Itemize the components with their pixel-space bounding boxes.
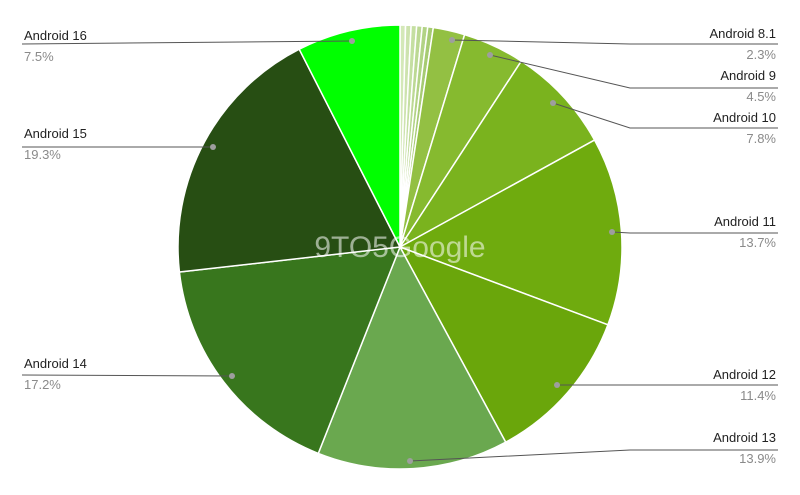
leader-dot: [550, 100, 556, 106]
slice-name-label: Android 9: [720, 68, 776, 83]
slice-percent-label: 4.5%: [746, 89, 776, 104]
slice-percent-label: 7.8%: [746, 131, 776, 146]
pie-slice-android-14: [178, 246, 402, 455]
callout-labels: Android 8.1 2.3% Android 9 4.5% Android 10 7.…: [21, 26, 778, 466]
leader-dot: [229, 373, 235, 379]
pie-slice-android-13: [317, 245, 507, 470]
callout-android-15: Android 15 19.3%: [22, 126, 216, 162]
leader-line: [489, 54, 778, 89]
leader-dot: [349, 38, 355, 44]
callout-android-9: Android 9 4.5%: [487, 52, 778, 104]
leader-line: [409, 449, 778, 462]
watermark: 9TO5Google: [314, 231, 485, 264]
callout-android-16: Android 16 7.5%: [21, 28, 355, 64]
slice-percent-label: 7.5%: [24, 49, 54, 64]
pie-slice-android-15: [177, 48, 402, 273]
callout-android-11: Android 11 13.7%: [609, 214, 778, 250]
slice-name-label: Android 8.1: [710, 26, 777, 41]
slice-percent-label: 13.7%: [739, 235, 776, 250]
slice-name-label: Android 11: [714, 214, 776, 229]
pie-slices: [177, 24, 623, 470]
slice-name-label: Android 15: [24, 126, 87, 141]
slice-percent-label: 2.3%: [746, 47, 776, 62]
slice-name-label: Android 14: [24, 356, 87, 371]
slice-name-label: Android 13: [713, 430, 776, 445]
callout-android-12: Android 12 11.4%: [554, 367, 778, 403]
slice-percent-label: 13.9%: [739, 451, 776, 466]
callout-android-10: Android 10 7.8%: [550, 100, 778, 146]
callout-android-8-1: Android 8.1 2.3%: [449, 26, 778, 62]
slice-name-label: Android 16: [24, 28, 87, 43]
pie-slice-android-11: [398, 139, 623, 326]
leader-line: [451, 39, 778, 45]
leader-dot: [487, 52, 493, 58]
leader-dot: [554, 382, 560, 388]
slice-percent-label: 11.4%: [740, 388, 776, 403]
leader-dot: [407, 458, 413, 464]
leader-line: [21, 40, 353, 45]
leader-line: [21, 374, 233, 377]
slice-name-label: Android 10: [713, 110, 776, 125]
pie-slice-android-12: [398, 245, 609, 444]
slice-percent-label: 19.3%: [24, 147, 61, 162]
leader-dot: [210, 144, 216, 150]
callout-android-14: Android 14 17.2%: [21, 356, 235, 392]
slice-name-label: Android 12: [713, 367, 776, 382]
callout-android-13: Android 13 13.9%: [407, 430, 778, 466]
leader-line: [552, 102, 778, 129]
pie-slice-android-10: [399, 60, 596, 248]
leader-dot: [449, 37, 455, 43]
pie-slice-android-16: [298, 24, 401, 248]
leader-line: [611, 231, 778, 234]
leader-dot: [609, 229, 615, 235]
slice-percent-label: 17.2%: [24, 377, 61, 392]
